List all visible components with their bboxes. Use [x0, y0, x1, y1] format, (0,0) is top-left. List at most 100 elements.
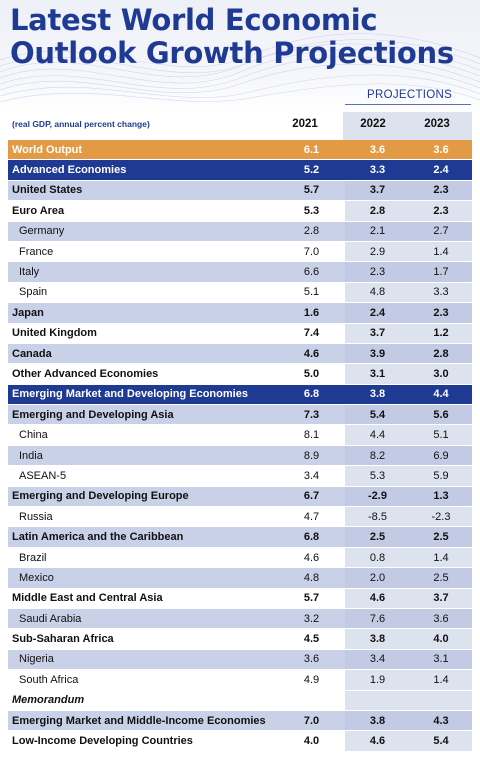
value-2022: 3.9 — [345, 343, 410, 365]
row-label: China — [8, 424, 278, 446]
table-row: France 7.0 2.9 1.4 — [8, 241, 472, 263]
value-2021: 6.8 — [278, 526, 345, 548]
row-label: India — [8, 445, 278, 467]
table-row: Italy 6.6 2.3 1.7 — [8, 261, 472, 283]
value-2022: 8.2 — [345, 445, 410, 467]
value-2023: 5.1 — [410, 424, 472, 446]
table-row: Sub-Saharan Africa 4.5 3.8 4.0 — [8, 628, 472, 650]
value-2021: 7.4 — [278, 323, 345, 344]
row-label: Sub-Saharan Africa — [8, 628, 278, 650]
value-2022: 3.8 — [345, 628, 410, 650]
value-2023: 6.9 — [410, 445, 472, 467]
value-2022: 2.5 — [345, 526, 410, 548]
value-2021 — [278, 690, 345, 711]
value-2023: 2.8 — [410, 343, 472, 365]
value-2023: 1.7 — [410, 261, 472, 283]
value-2022: 4.6 — [345, 588, 410, 609]
row-label: Emerging and Developing Asia — [8, 404, 278, 426]
table-row: Latin America and the Caribbean 6.8 2.5 2.5 — [8, 526, 472, 548]
value-2022: 2.0 — [345, 567, 410, 589]
page-title: Latest World Economic Outlook Growth Pro… — [10, 4, 454, 70]
value-2021: 6.7 — [278, 486, 345, 508]
value-2023: 3.1 — [410, 649, 472, 671]
value-2021: 3.2 — [278, 608, 345, 630]
value-2021: 3.6 — [278, 649, 345, 671]
value-2022: 2.9 — [345, 241, 410, 263]
table-row: Emerging Market and Developing Economies… — [8, 384, 472, 406]
value-2021: 4.5 — [278, 628, 345, 650]
value-2021: 4.8 — [278, 567, 345, 589]
value-2022: 3.4 — [345, 649, 410, 671]
row-label: Memorandum — [8, 690, 278, 711]
value-2021: 2.8 — [278, 221, 345, 242]
row-label: Emerging Market and Middle-Income Econom… — [8, 710, 278, 732]
row-label: France — [8, 241, 278, 263]
value-2021: 6.6 — [278, 261, 345, 283]
value-2022: 4.4 — [345, 424, 410, 446]
year-header-2022: 2022 — [360, 118, 386, 130]
value-2023: 3.7 — [410, 588, 472, 609]
value-2022: 2.3 — [345, 261, 410, 283]
value-2021: 3.4 — [278, 465, 345, 487]
table-row: Advanced Economies 5.2 3.3 2.4 — [8, 159, 472, 181]
value-2023: -2.3 — [410, 506, 472, 528]
value-2023: 2.3 — [410, 302, 472, 324]
column-header: (real GDP, annual percent change) 2021 2… — [8, 112, 472, 140]
value-2023: 2.3 — [410, 200, 472, 222]
row-label: World Output — [8, 140, 278, 161]
year-header-2021: 2021 — [292, 118, 318, 130]
value-2021: 4.0 — [278, 730, 345, 752]
row-label: Latin America and the Caribbean — [8, 526, 278, 548]
value-2021: 8.9 — [278, 445, 345, 467]
table-row: Germany 2.8 2.1 2.7 — [8, 221, 472, 242]
table-row: South Africa 4.9 1.9 1.4 — [8, 669, 472, 691]
row-label: Emerging Market and Developing Economies — [8, 384, 278, 406]
value-2021: 4.7 — [278, 506, 345, 528]
row-label: Mexico — [8, 567, 278, 589]
value-2022 — [345, 690, 410, 711]
table-row: ASEAN-5 3.4 5.3 5.9 — [8, 465, 472, 487]
row-label: South Africa — [8, 669, 278, 691]
projections-label: PROJECTIONS — [367, 89, 453, 101]
value-2021: 5.1 — [278, 282, 345, 304]
value-2023: 5.9 — [410, 465, 472, 487]
value-2023: 2.5 — [410, 567, 472, 589]
value-2022: 3.7 — [345, 323, 410, 344]
table-row: Other Advanced Economies 5.0 3.1 3.0 — [8, 363, 472, 385]
table-row: Emerging Market and Middle-Income Econom… — [8, 710, 472, 732]
row-label: Brazil — [8, 547, 278, 569]
value-2021: 4.6 — [278, 547, 345, 569]
row-label: Saudi Arabia — [8, 608, 278, 630]
growth-projections-table: World Output 6.1 3.6 3.6 Advanced Economies 5… — [8, 140, 472, 752]
row-label: Nigeria — [8, 649, 278, 671]
value-2023: 1.4 — [410, 547, 472, 569]
value-2023: 1.2 — [410, 323, 472, 344]
value-2023 — [410, 690, 472, 711]
table-row: Middle East and Central Asia 5.7 4.6 3.7 — [8, 588, 472, 609]
value-2023: 5.4 — [410, 730, 472, 752]
value-2022: -2.9 — [345, 486, 410, 508]
row-label: Other Advanced Economies — [8, 363, 278, 385]
value-2022: 3.8 — [345, 384, 410, 406]
value-2021: 4.9 — [278, 669, 345, 691]
table-row: China 8.1 4.4 5.1 — [8, 424, 472, 446]
value-2022: -8.5 — [345, 506, 410, 528]
value-2023: 3.0 — [410, 363, 472, 385]
value-2021: 4.6 — [278, 343, 345, 365]
row-label: ASEAN-5 — [8, 465, 278, 487]
row-label: Emerging and Developing Europe — [8, 486, 278, 508]
table-row: World Output 6.1 3.6 3.6 — [8, 140, 472, 161]
row-label: United Kingdom — [8, 323, 278, 344]
table-row: Nigeria 3.6 3.4 3.1 — [8, 649, 472, 671]
row-label: Low-Income Developing Countries — [8, 730, 278, 752]
value-2021: 5.0 — [278, 363, 345, 385]
row-label: United States — [8, 180, 278, 202]
value-2023: 3.3 — [410, 282, 472, 304]
value-2022: 3.3 — [345, 159, 410, 181]
table-row: Japan 1.6 2.4 2.3 — [8, 302, 472, 324]
value-2021: 5.2 — [278, 159, 345, 181]
value-2022: 2.4 — [345, 302, 410, 324]
value-2021: 1.6 — [278, 302, 345, 324]
row-label: Italy — [8, 261, 278, 283]
projections-rule — [345, 104, 471, 105]
